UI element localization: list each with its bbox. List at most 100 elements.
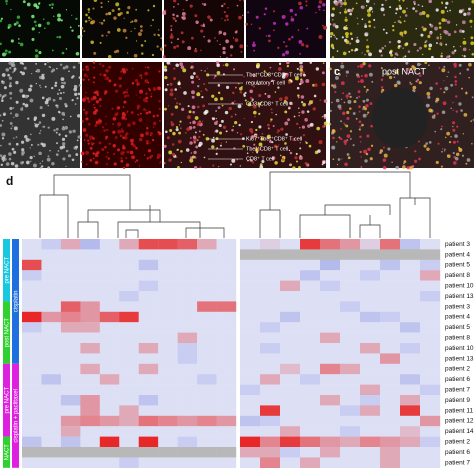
- cell-dot: [99, 41, 102, 44]
- row-label: patient 5: [445, 324, 470, 331]
- cell-dot: [258, 93, 262, 98]
- cell-dot: [62, 126, 64, 128]
- cell-dot: [13, 61, 15, 63]
- cell-dot: [283, 99, 287, 103]
- cell-dot: [58, 89, 61, 91]
- cell-dot: [115, 112, 119, 116]
- cell-dot: [61, 51, 65, 55]
- heatmap-cell: [260, 426, 281, 437]
- cell-dot: [447, 32, 451, 37]
- heatmap-cell: [80, 311, 101, 323]
- cell-dot: [382, 28, 385, 31]
- cell-dot: [140, 133, 144, 138]
- heatmap-cell: [216, 405, 237, 416]
- cell-dot: [418, 81, 422, 85]
- cell-dot: [454, 80, 458, 83]
- cell-dot: [446, 20, 451, 24]
- cell-dot: [297, 29, 300, 31]
- heatmap-cell: [340, 457, 361, 468]
- heatmap-cell: [41, 374, 62, 385]
- cell-dot: [257, 83, 260, 86]
- cell-dot: [75, 51, 80, 56]
- heatmap-cell: [300, 322, 321, 333]
- cell-dot: [429, 31, 433, 35]
- cell-dot: [306, 27, 309, 30]
- cell-dot: [5, 68, 10, 72]
- cell-dot: [366, 32, 369, 35]
- cell-dot: [419, 46, 422, 50]
- heatmap-cell: [240, 353, 261, 364]
- group-bar: [3, 301, 10, 364]
- cell-dot: [169, 128, 173, 133]
- cell-dot: [71, 29, 74, 32]
- heatmap-cell: [41, 332, 62, 344]
- cell-dot: [441, 52, 443, 55]
- cell-dot: [413, 2, 416, 5]
- cell-dot: [263, 13, 266, 16]
- cell-dot: [233, 68, 236, 71]
- cell-dot: [170, 122, 175, 127]
- cell-dot: [433, 114, 436, 116]
- heatmap-cell: [320, 280, 341, 292]
- heatmap-cell: [41, 291, 62, 302]
- cell-dot: [454, 157, 459, 161]
- cell-dot: [271, 112, 273, 114]
- heatmap-cell: [22, 343, 42, 354]
- cell-dot: [364, 24, 368, 28]
- heatmap-cell: [99, 249, 120, 260]
- heatmap-cell: [41, 311, 62, 323]
- cell-dot: [286, 64, 290, 68]
- image-tile: [330, 0, 474, 58]
- heatmap-cell: [22, 374, 42, 385]
- heatmap-cell: [158, 384, 178, 396]
- cell-dot: [236, 132, 239, 134]
- cell-dot: [338, 73, 341, 76]
- cell-dot: [345, 75, 348, 77]
- cell-dot: [202, 104, 206, 108]
- heatmap-cell: [240, 343, 261, 354]
- cell-dot: [343, 139, 348, 144]
- cell-dot: [453, 161, 457, 165]
- heatmap-cell: [41, 239, 62, 250]
- heatmap-cell: [320, 363, 341, 375]
- cell-dot: [281, 75, 286, 79]
- heatmap-cell: [41, 343, 62, 354]
- heatmap-cell: [60, 353, 81, 364]
- cell-dot: [37, 23, 42, 28]
- cell-dot: [77, 135, 81, 139]
- cell-dot: [323, 25, 328, 30]
- cell-dot: [277, 46, 280, 49]
- cell-dot: [365, 152, 369, 156]
- heatmap-cell: [99, 239, 120, 250]
- cell-dot: [344, 18, 348, 22]
- dendrogram: [39, 171, 431, 238]
- heatmap-cell: [138, 301, 159, 312]
- heatmap-cell: [80, 270, 101, 281]
- cell-dot: [391, 24, 395, 28]
- cell-dot: [444, 6, 448, 9]
- cell-dot: [107, 30, 111, 34]
- cell-dot: [295, 122, 299, 126]
- heatmap-cell: [216, 374, 237, 385]
- cell-dot: [36, 68, 41, 73]
- cell-dot: [471, 96, 474, 99]
- heatmap-cell: [300, 239, 321, 250]
- heatmap-cell: [80, 457, 101, 468]
- group-bar: [12, 363, 19, 468]
- heatmap-cell: [280, 457, 301, 468]
- cell-dot: [329, 67, 332, 71]
- heatmap-cell: [360, 363, 381, 375]
- cell-dot: [272, 10, 276, 13]
- cell-dot: [418, 140, 420, 143]
- cell-dot: [409, 83, 412, 85]
- cell-dot: [398, 4, 402, 8]
- cell-dot: [14, 164, 19, 168]
- heatmap-cell: [177, 239, 198, 250]
- cell-dot: [234, 100, 236, 102]
- heatmap-cell: [177, 270, 198, 281]
- cell-dot: [441, 150, 443, 153]
- cell-dot: [416, 62, 421, 67]
- cell-dot: [438, 67, 441, 69]
- cell-dot: [238, 83, 240, 85]
- heatmap-cell: [420, 239, 441, 250]
